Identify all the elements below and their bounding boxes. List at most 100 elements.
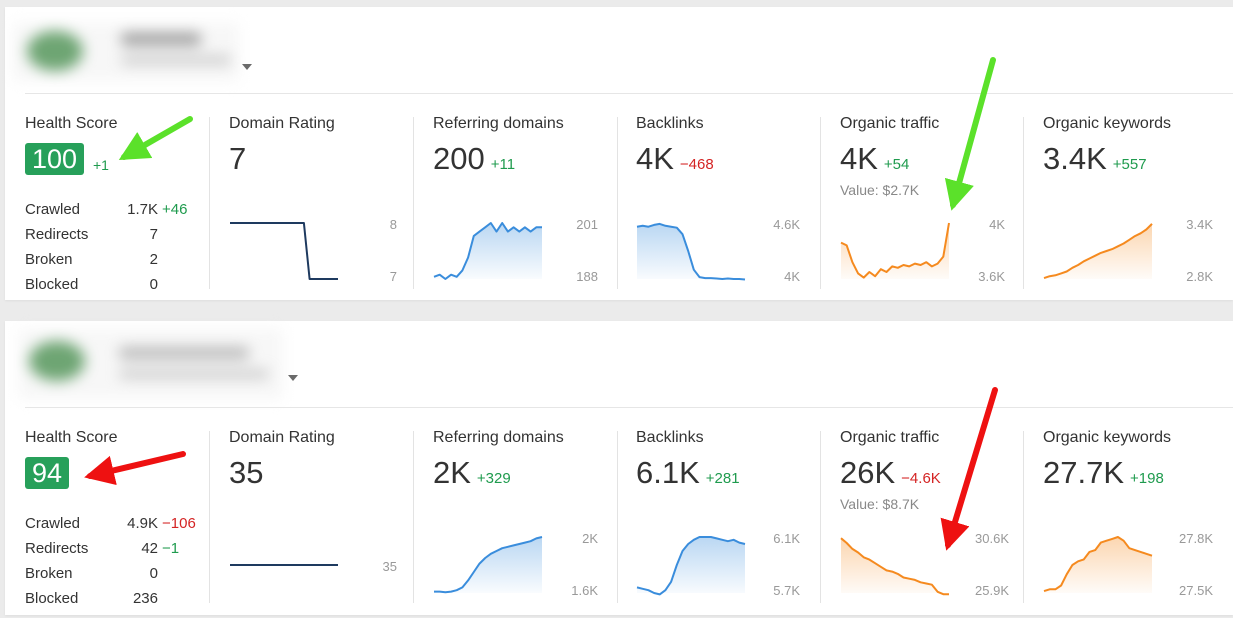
metric-organic-traffic[interactable]: Organic traffic 26K −4.6K Value: $8.7K 30…	[840, 429, 1015, 607]
sparkline-chart	[840, 222, 950, 279]
metric-organic-keywords[interactable]: Organic keywords 3.4K +557 3.4K 2.8K	[1043, 115, 1218, 293]
axis-bottom-label: 27.5K	[1179, 583, 1213, 598]
axis-top-label: 2K	[582, 531, 598, 546]
axis-top-label: 4K	[989, 217, 1005, 232]
sparkline-area	[434, 537, 542, 593]
metric-organic-traffic[interactable]: Organic traffic 4K +54 Value: $2.7K 4K 3.…	[840, 115, 1015, 293]
metric-delta: +54	[883, 156, 910, 173]
metric-value: 27.7K +198	[1043, 455, 1164, 490]
metric-delta: −468	[679, 156, 714, 173]
metric-divider	[820, 117, 821, 289]
project-card: Health Score 94 Crawled 4.9K −106 Redirect…	[5, 321, 1233, 615]
health-score-label: Health Score	[25, 429, 118, 446]
metric-value: 200 +11	[433, 141, 516, 176]
sparkline-line	[840, 222, 950, 279]
stat-row-crawled[interactable]: Crawled 1.7K +46	[25, 201, 188, 218]
project-dropdown-icon[interactable]	[288, 375, 298, 381]
health-score-block[interactable]: Health Score 94 Crawled 4.9K −106 Redirect…	[25, 429, 205, 607]
sparkline-line	[840, 537, 949, 596]
sparkline-line	[433, 222, 542, 280]
sparkline-line	[636, 222, 746, 281]
metric-delta: −4.6K	[901, 470, 941, 487]
sparkline-area	[1044, 537, 1152, 593]
sparkline-chart	[1043, 536, 1153, 593]
axis-top-label: 201	[576, 217, 598, 232]
metric-label: Referring domains	[433, 115, 564, 132]
metric-value: 7	[229, 141, 247, 176]
metric-label: Organic keywords	[1043, 115, 1172, 132]
metric-delta: +281	[705, 470, 740, 487]
metric-label: Organic keywords	[1043, 429, 1172, 446]
sparkline-area	[841, 538, 949, 595]
metric-delta: +329	[476, 470, 511, 487]
sparkline-chart	[230, 222, 338, 280]
metric-divider	[413, 117, 414, 289]
sparkline-area	[434, 223, 542, 279]
axis-top-label: 27.8K	[1179, 531, 1213, 546]
sparkline-line	[434, 536, 543, 594]
metric-label: Domain Rating	[229, 115, 335, 132]
axis-top-label: 3.4K	[1186, 217, 1213, 232]
stat-row-blocked[interactable]: Blocked 0	[25, 276, 158, 293]
sparkline-area	[1044, 223, 1152, 279]
metric-domain-rating[interactable]: Domain Rating 7 8 7	[229, 115, 404, 293]
metric-divider	[617, 431, 618, 603]
sparkline-line	[1043, 536, 1153, 593]
metric-divider	[1023, 431, 1024, 603]
metric-label: Referring domains	[433, 429, 564, 446]
metric-value: 35	[229, 455, 264, 490]
health-score-delta: +1	[93, 157, 109, 173]
sparkline-chart	[433, 222, 542, 280]
project-logo-blurred	[19, 329, 283, 399]
health-score-block[interactable]: Health Score 100 +1 Crawled 1.7K +46 Redir…	[25, 115, 205, 293]
metric-delta: +557	[1112, 156, 1147, 173]
metric-backlinks[interactable]: Backlinks 6.1K +281 6.1K 5.7K	[636, 429, 811, 607]
axis-top-label: 8	[389, 217, 397, 232]
stat-row-broken[interactable]: Broken 2	[25, 251, 158, 268]
health-score-badge[interactable]: 100	[25, 143, 85, 175]
axis-bottom-label: 25.9K	[975, 583, 1009, 598]
metric-label: Backlinks	[636, 429, 704, 446]
metric-label: Backlinks	[636, 115, 704, 132]
metric-referring-domains[interactable]: Referring domains 2K +329 2K 1.6K	[433, 429, 608, 607]
axis-bottom-label: 3.6K	[978, 269, 1005, 284]
sparkline-line	[1043, 223, 1153, 280]
sparkline-area	[637, 537, 745, 595]
metric-value: 4K −468	[636, 141, 714, 176]
stat-row-redirects[interactable]: Redirects 7	[25, 226, 158, 243]
metric-domain-rating[interactable]: Domain Rating 35 35	[229, 429, 404, 607]
traffic-value: Value: $8.7K	[840, 496, 920, 512]
metric-referring-domains[interactable]: Referring domains 200 +11 201 188	[433, 115, 608, 293]
sparkline-line	[230, 222, 338, 280]
sparkline-chart	[636, 536, 746, 596]
metric-divider	[413, 431, 414, 603]
metric-label: Domain Rating	[229, 429, 335, 446]
sparkline-chart	[434, 536, 543, 594]
health-score-badge[interactable]: 94	[25, 457, 70, 489]
metric-delta: +11	[490, 156, 516, 173]
metric-value: 6.1K +281	[636, 455, 740, 490]
axis-top-label: 4.6K	[773, 217, 800, 232]
metric-divider	[820, 431, 821, 603]
metric-divider	[209, 431, 210, 603]
axis-bottom-label: 188	[576, 269, 598, 284]
axis-bottom-label: 4K	[784, 269, 800, 284]
axis-top-label: 30.6K	[975, 531, 1009, 546]
axis-bottom-label: 5.7K	[773, 583, 800, 598]
metric-label: Organic traffic	[840, 429, 940, 446]
stat-row-crawled[interactable]: Crawled 4.9K −106	[25, 515, 196, 532]
axis-bottom-label: 35	[382, 559, 397, 574]
header-divider	[25, 407, 1233, 408]
project-logo-blurred	[13, 23, 239, 81]
stat-row-broken[interactable]: Broken 0	[25, 565, 158, 582]
metric-backlinks[interactable]: Backlinks 4K −468 4.6K 4K	[636, 115, 811, 293]
stat-row-blocked[interactable]: Blocked 236	[25, 590, 158, 607]
metric-delta: +198	[1130, 470, 1164, 487]
sparkline-chart	[636, 222, 746, 281]
axis-bottom-label: 7	[389, 269, 397, 284]
axis-top-label: 6.1K	[773, 531, 800, 546]
project-dropdown-icon[interactable]	[242, 64, 252, 70]
stat-row-redirects[interactable]: Redirects 42 −1	[25, 540, 180, 557]
metric-organic-keywords[interactable]: Organic keywords 27.7K +198 27.8K 27.5K	[1043, 429, 1218, 607]
axis-bottom-label: 2.8K	[1186, 269, 1213, 284]
